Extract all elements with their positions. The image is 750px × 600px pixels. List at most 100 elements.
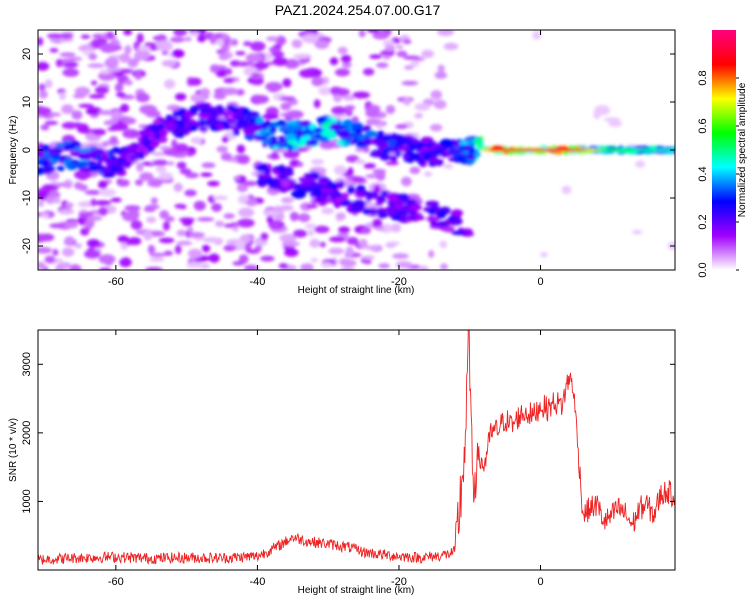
spectrogram-cell	[369, 207, 377, 217]
spectrogram-cell	[328, 116, 335, 123]
spectrogram-cell	[400, 137, 410, 144]
spectrogram-cell	[311, 77, 324, 87]
spectrogram-cell	[300, 263, 314, 270]
spectrogram-cell	[86, 239, 101, 248]
spectrogram-cell	[88, 164, 100, 173]
x-tick-label: 0	[537, 576, 543, 588]
spectrogram-cell	[443, 163, 454, 169]
spectrogram-cell	[84, 189, 102, 195]
spectrogram-cell	[178, 120, 185, 128]
spectrogram-cell	[66, 143, 76, 151]
spectrogram-cell	[136, 162, 144, 172]
spectrogram-cell	[40, 144, 51, 151]
spectrogram-cell	[109, 118, 118, 125]
spectrogram-cell	[207, 180, 220, 187]
spectrogram-cell	[256, 135, 266, 141]
spectrogram-cell	[430, 89, 443, 100]
spectrogram-cell	[249, 127, 258, 134]
spectrogram-cell	[146, 216, 157, 224]
spectrogram-cell	[201, 244, 211, 253]
spectrogram-cell	[433, 99, 447, 110]
spectrogram-cell	[223, 244, 236, 252]
spectrogram-cell	[86, 215, 103, 221]
spectrogram-cell	[355, 159, 366, 165]
spectrogram-cell	[43, 151, 50, 159]
spectrogram-cell	[457, 155, 467, 161]
spectrogram-cell	[266, 179, 281, 187]
spectrogram-cell	[473, 137, 480, 146]
spectrogram-cell	[44, 79, 53, 89]
spectrogram-cell	[158, 237, 175, 244]
spectrogram-cell	[372, 31, 390, 40]
spectrogram-cell	[407, 215, 417, 221]
spectrogram-cell	[341, 192, 350, 199]
spectrogram-cell	[280, 102, 292, 111]
spectrogram-cell	[265, 120, 271, 126]
spectrogram-cell	[114, 82, 124, 93]
spectrogram-cell	[145, 267, 163, 270]
spectrogram-cell	[242, 180, 258, 187]
spectrogram-cell	[403, 153, 410, 160]
spectrogram-cell	[291, 39, 303, 49]
spectrogram-cell	[106, 31, 114, 39]
spectrogram-cell	[58, 91, 66, 101]
spectrogram-cell	[147, 179, 163, 187]
spectrogram-cell	[259, 129, 268, 136]
spectrogram-cell	[334, 197, 346, 202]
spectrogram-cell	[149, 252, 167, 257]
spectrogram-cell	[212, 195, 228, 201]
spectrogram-cell	[247, 133, 254, 141]
spectrogram-cell	[135, 179, 144, 186]
spectrogram-cell	[201, 162, 216, 169]
spectrogram-cell	[66, 221, 79, 229]
spectrogram-cell	[451, 230, 467, 236]
snr-x-label: Height of straight line (km)	[298, 585, 415, 596]
spectrogram-cell	[410, 60, 420, 68]
spectrogram-cell	[185, 263, 204, 269]
spectrogram-y-label: Frequency (Hz)	[8, 116, 19, 185]
spectrogram-cell	[425, 200, 440, 207]
y-tick-label: 1000	[21, 489, 33, 513]
spectrogram-cell	[119, 68, 133, 74]
spectrogram-cell	[199, 87, 211, 97]
spectrogram-cell	[127, 237, 142, 246]
spectrogram-cell	[433, 146, 443, 154]
spectrogram-cell	[159, 129, 168, 137]
spectrogram-cell	[364, 130, 378, 138]
spectrogram-cell	[139, 172, 154, 182]
spectrogram-cell	[56, 37, 74, 43]
spectrogram-cell	[251, 72, 261, 78]
spectrogram-cell	[414, 103, 431, 111]
spectrogram-cell	[225, 109, 233, 117]
spectrogram-cell	[179, 168, 192, 175]
spectrogram-cell	[279, 96, 296, 101]
spectrogram-cell	[428, 157, 440, 164]
spectrogram-cell	[135, 92, 150, 103]
spectrogram-cell	[346, 236, 359, 246]
spectrogram-cell	[328, 247, 345, 255]
spectrogram-cell	[324, 181, 338, 191]
spectrogram-cell	[373, 184, 381, 194]
spectrogram-cell	[232, 106, 239, 113]
spectrogram-cell	[44, 255, 56, 264]
spectrogram-cell	[429, 224, 444, 229]
spectrogram-cell	[233, 113, 246, 120]
spectrogram-cell	[149, 257, 165, 262]
spectrogram-cell	[400, 145, 408, 152]
spectrogram-cell	[215, 122, 224, 129]
spectrogram-cell	[84, 219, 95, 229]
spectrogram-cell	[337, 46, 348, 55]
spectrogram-cell	[101, 151, 108, 160]
spectrogram-cell	[315, 197, 328, 203]
spectrogram-cell	[351, 176, 366, 183]
spectrogram-cell	[439, 263, 449, 270]
y-tick-label: 20	[21, 48, 33, 60]
spectrogram-cell	[395, 44, 404, 50]
spectrogram-cell	[283, 150, 300, 159]
spectrogram-cell	[402, 39, 412, 44]
chart-title: PAZ1.2024.254.07.00.G17	[274, 2, 441, 18]
spectrogram-cell	[314, 133, 322, 139]
spectrogram-cell	[301, 129, 314, 135]
spectrogram-cell	[282, 78, 292, 88]
spectrogram-cell	[269, 51, 285, 58]
